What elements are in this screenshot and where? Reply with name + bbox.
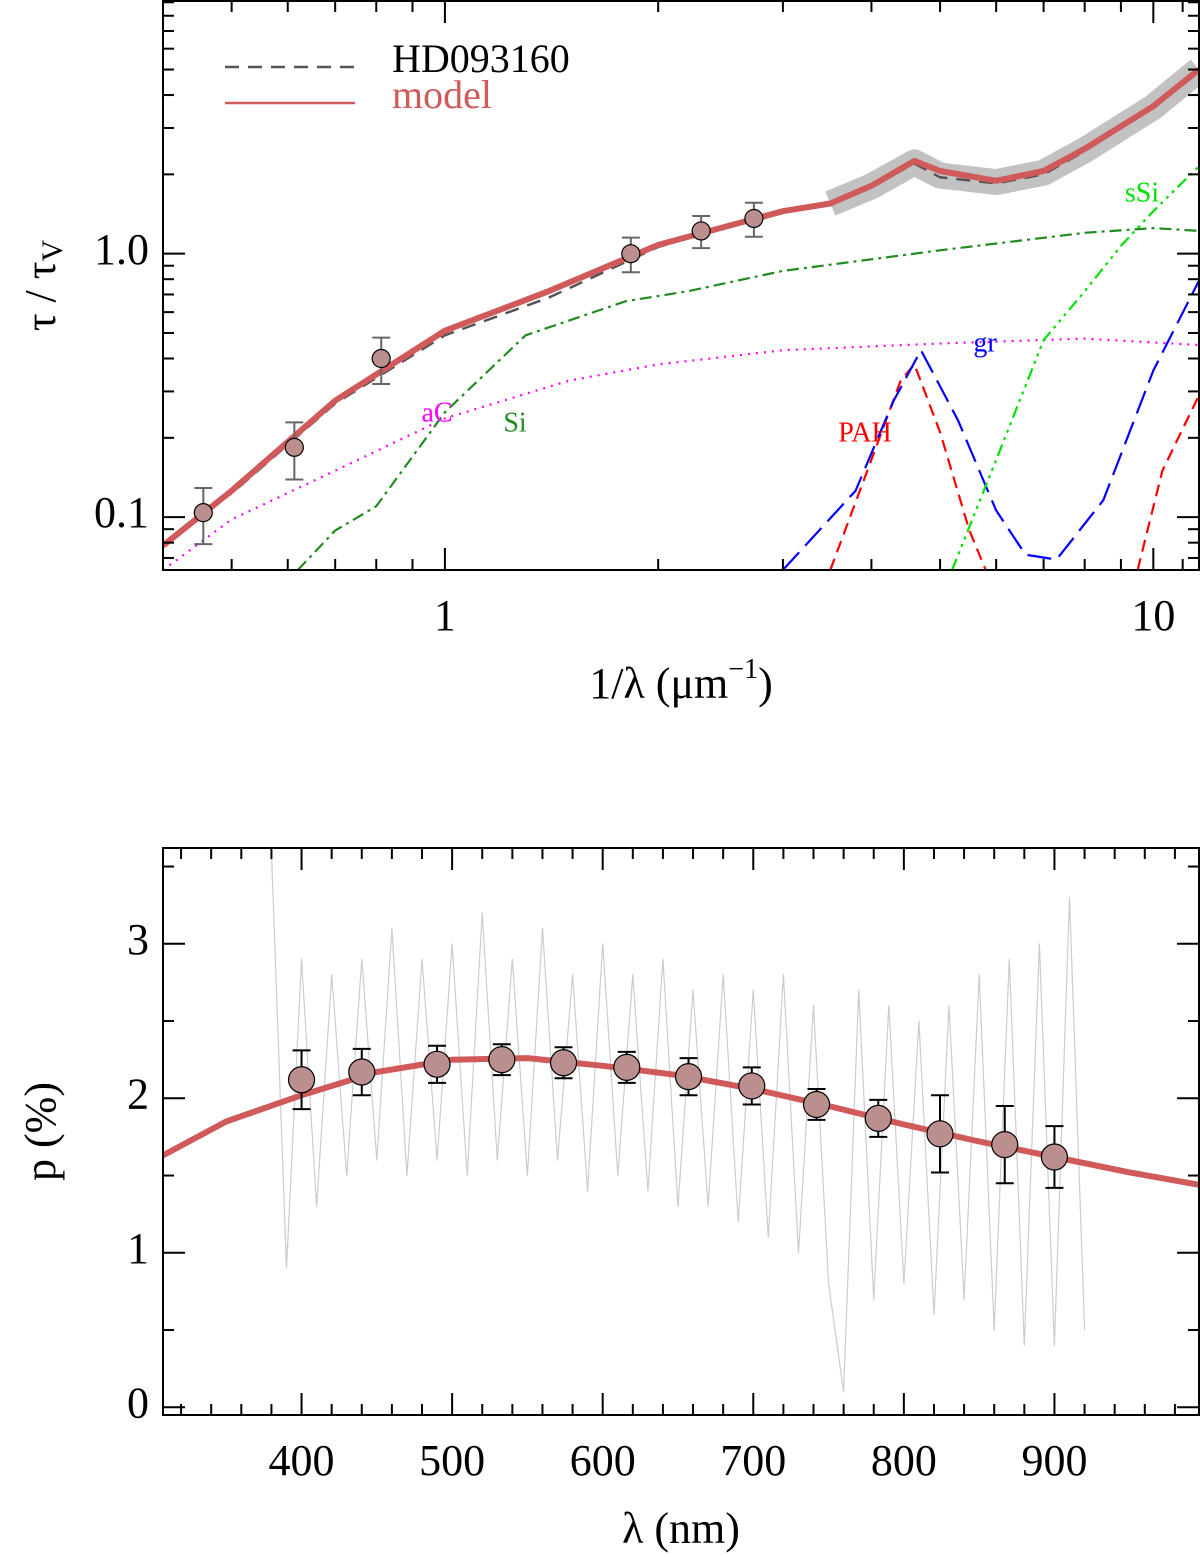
data-point: [371, 348, 391, 369]
x-axis-label-part: 1/λ (μm: [589, 659, 728, 708]
series-line: [782, 280, 1199, 570]
series-line: [829, 363, 1199, 570]
y-tick-label: 0: [127, 1378, 149, 1427]
series-line: [297, 227, 1199, 570]
series-line: [163, 67, 1199, 548]
x-tick-label: 10: [1131, 591, 1175, 640]
data-point: [744, 208, 764, 229]
x-tick-label: 500: [419, 1436, 485, 1485]
curve-label: sSi: [1125, 177, 1159, 208]
series-line: [270, 851, 1086, 1393]
plot-area: [163, 851, 1199, 1393]
data-point: [287, 1066, 316, 1094]
x-tick-label: 700: [720, 1436, 786, 1485]
data-point: [193, 503, 213, 523]
y-axis-label-part: p (%): [16, 1082, 65, 1181]
data-point: [674, 1063, 703, 1091]
curve-label: Si: [503, 407, 527, 438]
series-line: [198, 68, 1199, 513]
x-tick-label: 600: [570, 1436, 636, 1485]
y-tick-label: 2: [127, 1069, 149, 1118]
data-point: [802, 1090, 831, 1119]
x-axis-label-part: −1: [728, 654, 758, 685]
plot-area: [163, 59, 1199, 570]
y-axis-label-part: V: [36, 240, 69, 262]
data-point: [1040, 1143, 1069, 1171]
curve-label: aC: [421, 397, 452, 428]
y-tick-label: 0.1: [94, 488, 149, 537]
legend-label: HD093160: [392, 36, 570, 81]
data-point: [423, 1050, 451, 1078]
data-point: [348, 1058, 376, 1086]
data-point: [991, 1131, 1019, 1159]
x-axis-label: λ (nm): [622, 1504, 740, 1553]
data-point: [284, 437, 304, 457]
y-axis-label: p (%): [16, 1082, 65, 1181]
series-line: [951, 165, 1199, 570]
data-point: [613, 1053, 641, 1081]
x-axis-label: 1/λ (μm−1): [589, 654, 772, 708]
series-line: [163, 337, 1199, 570]
y-tick-label: 3: [127, 915, 149, 964]
data-point: [621, 244, 641, 264]
x-tick-label: 900: [1021, 1436, 1087, 1485]
data-point: [691, 221, 711, 241]
data-point: [738, 1072, 766, 1100]
curve-label: gr: [973, 327, 997, 358]
x-tick-label: 800: [871, 1436, 937, 1485]
x-tick-label: 400: [269, 1436, 335, 1485]
y-axis-label-part: τ / τ: [16, 262, 65, 332]
x-axis-label-part: ): [758, 659, 773, 708]
y-tick-label: 1.0: [94, 225, 149, 274]
data-point: [549, 1049, 578, 1077]
plot-frame: [162, 847, 1200, 1416]
legend-label: model: [392, 72, 492, 117]
data-point: [926, 1120, 954, 1148]
x-tick-label: 1: [434, 591, 456, 640]
y-axis-label: τ / τV: [16, 240, 69, 332]
curve-label: PAH: [838, 417, 891, 448]
y-tick-label: 1: [127, 1224, 149, 1273]
x-axis-label-part: λ (nm): [622, 1504, 740, 1553]
data-point: [864, 1104, 892, 1132]
plot-frame: [162, 0, 1200, 571]
data-point: [488, 1046, 516, 1074]
